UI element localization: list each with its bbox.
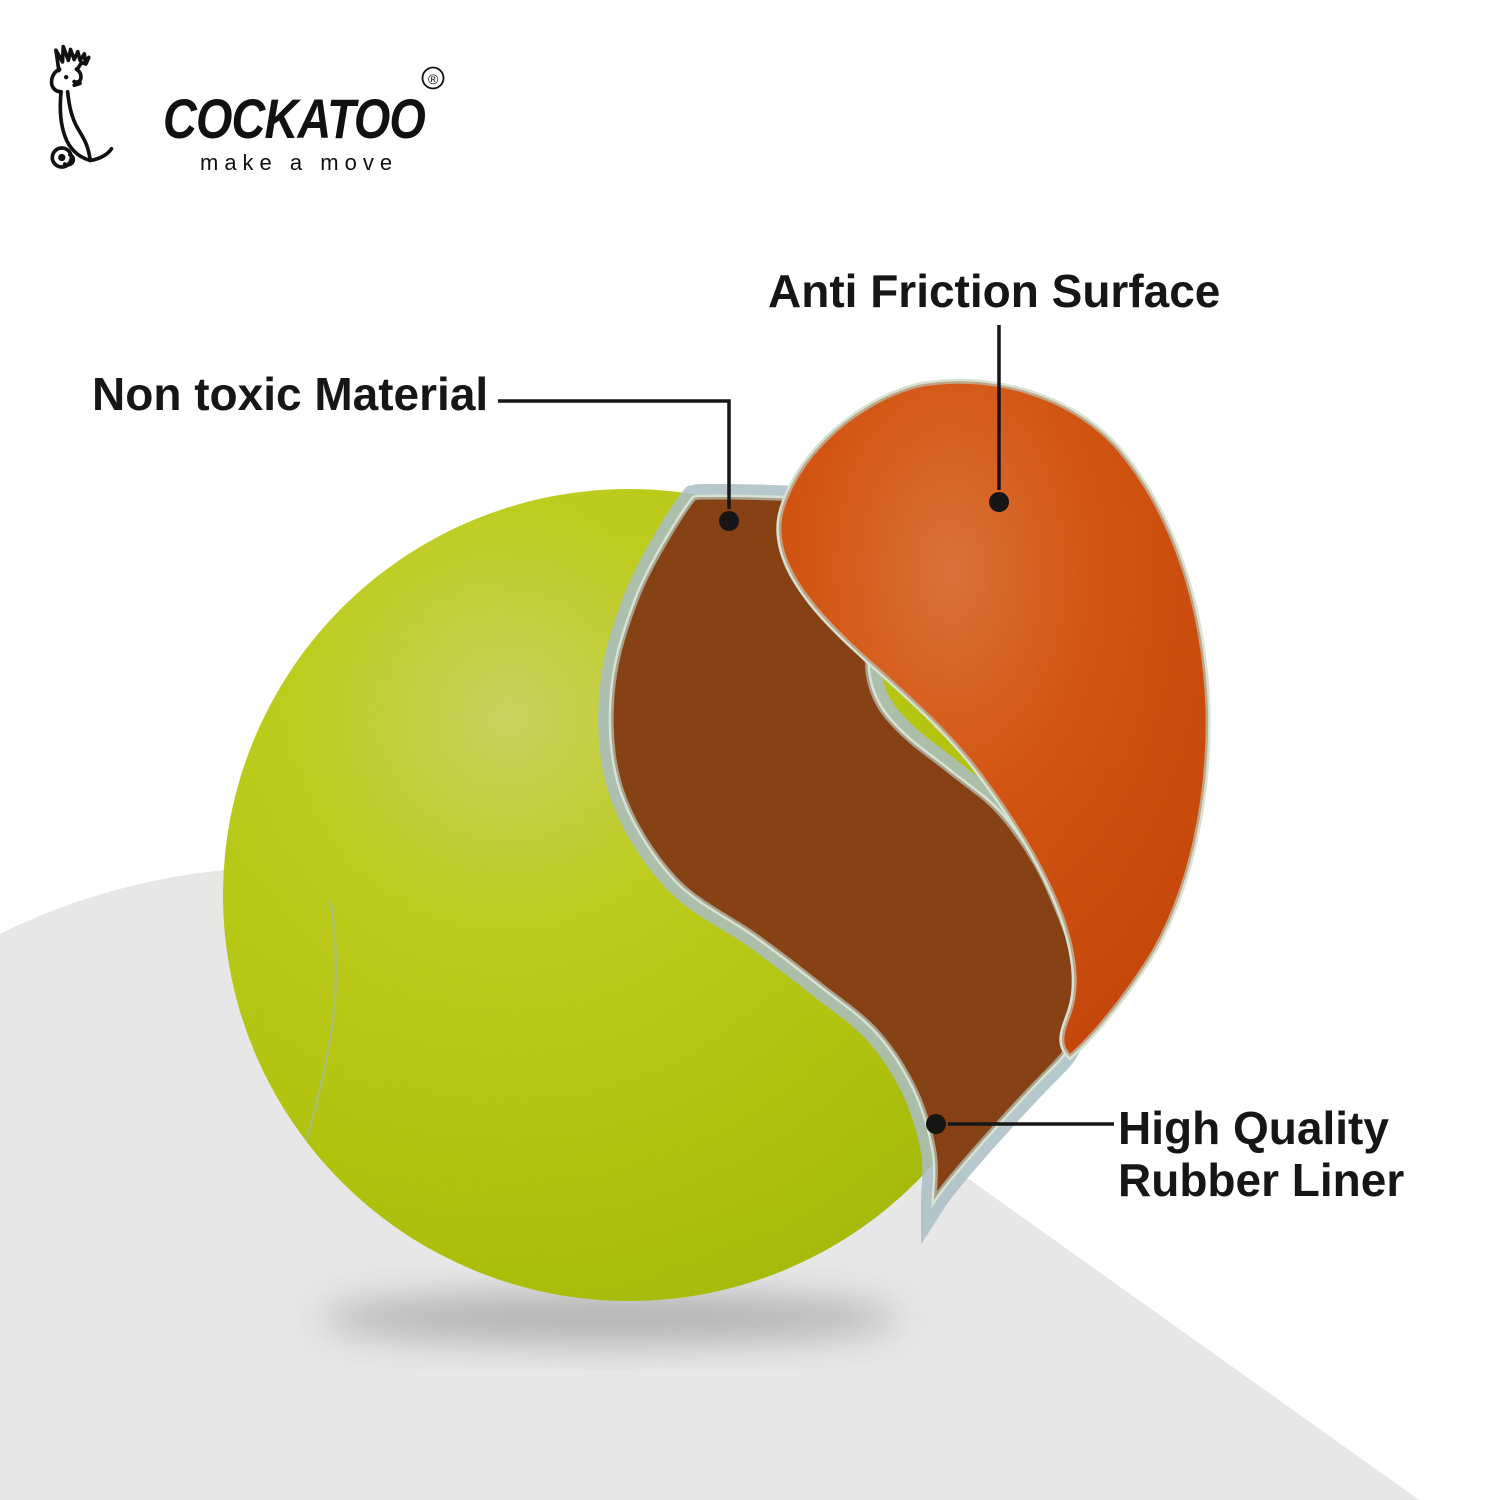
svg-text:®: ® (428, 71, 439, 87)
svg-text:make a move: make a move (200, 150, 398, 175)
svg-text:High Quality: High Quality (1118, 1102, 1389, 1154)
svg-text:COCKATOO: COCKATOO (163, 87, 425, 150)
svg-text:Anti Friction Surface: Anti Friction Surface (768, 265, 1220, 317)
svg-text:Rubber Liner: Rubber Liner (1118, 1154, 1404, 1206)
svg-text:Non toxic Material: Non toxic Material (92, 368, 488, 420)
